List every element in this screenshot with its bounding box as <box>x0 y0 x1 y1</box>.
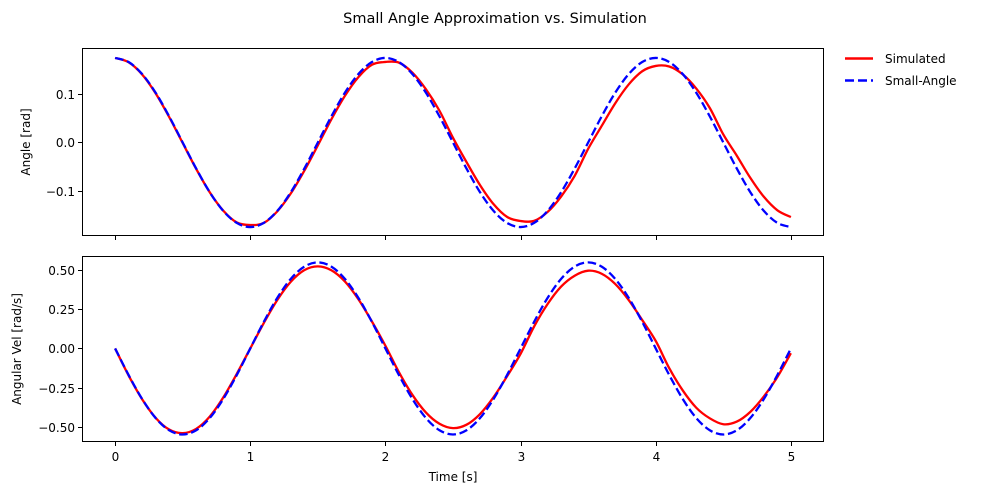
series-group <box>114 261 792 436</box>
x-tick-label: 3 <box>518 450 526 464</box>
x-tick-label: 5 <box>788 450 796 464</box>
y-tick-label: 0.25 <box>48 303 75 317</box>
legend-small-angle-label: Small-Angle <box>885 74 957 88</box>
y-axis-label: Angle [rad] <box>19 108 33 175</box>
axes-frame <box>82 48 824 236</box>
small-angle-line <box>114 56 792 229</box>
axes-frame <box>82 256 824 442</box>
small-angle-line <box>114 261 792 436</box>
x-tick-label: 4 <box>653 450 661 464</box>
y-tick-label: 0.00 <box>48 342 75 356</box>
simulated-line <box>114 265 792 435</box>
y-tick-label: −0.1 <box>46 185 75 199</box>
y-tick-label: 0.1 <box>56 88 75 102</box>
x-axis-label: Time [s] <box>428 470 478 484</box>
angular-velocity-panel: −0.50 −0.25 0.00 0.25 0.50 0 1 2 3 4 5 Angular Vel … <box>10 256 824 464</box>
y-tick-label: 0.0 <box>56 136 75 150</box>
angle-panel: −0.1 0.0 0.1 Angle [rad] <box>19 48 824 240</box>
legend-simulated-label: Simulated <box>885 52 946 66</box>
y-tick-label: −0.50 <box>38 421 75 435</box>
y-tick-label: 0.50 <box>48 264 75 278</box>
x-tick-label: 2 <box>382 450 390 464</box>
x-tick-label: 0 <box>112 450 120 464</box>
x-tick-label: 1 <box>247 450 255 464</box>
chart-title: Small Angle Approximation vs. Simulation <box>343 11 647 27</box>
y-axis-label: Angular Vel [rad/s] <box>10 293 24 405</box>
legend: Simulated Small-Angle <box>845 52 957 88</box>
y-tick-label: −0.25 <box>38 382 75 396</box>
series-group <box>114 56 792 229</box>
